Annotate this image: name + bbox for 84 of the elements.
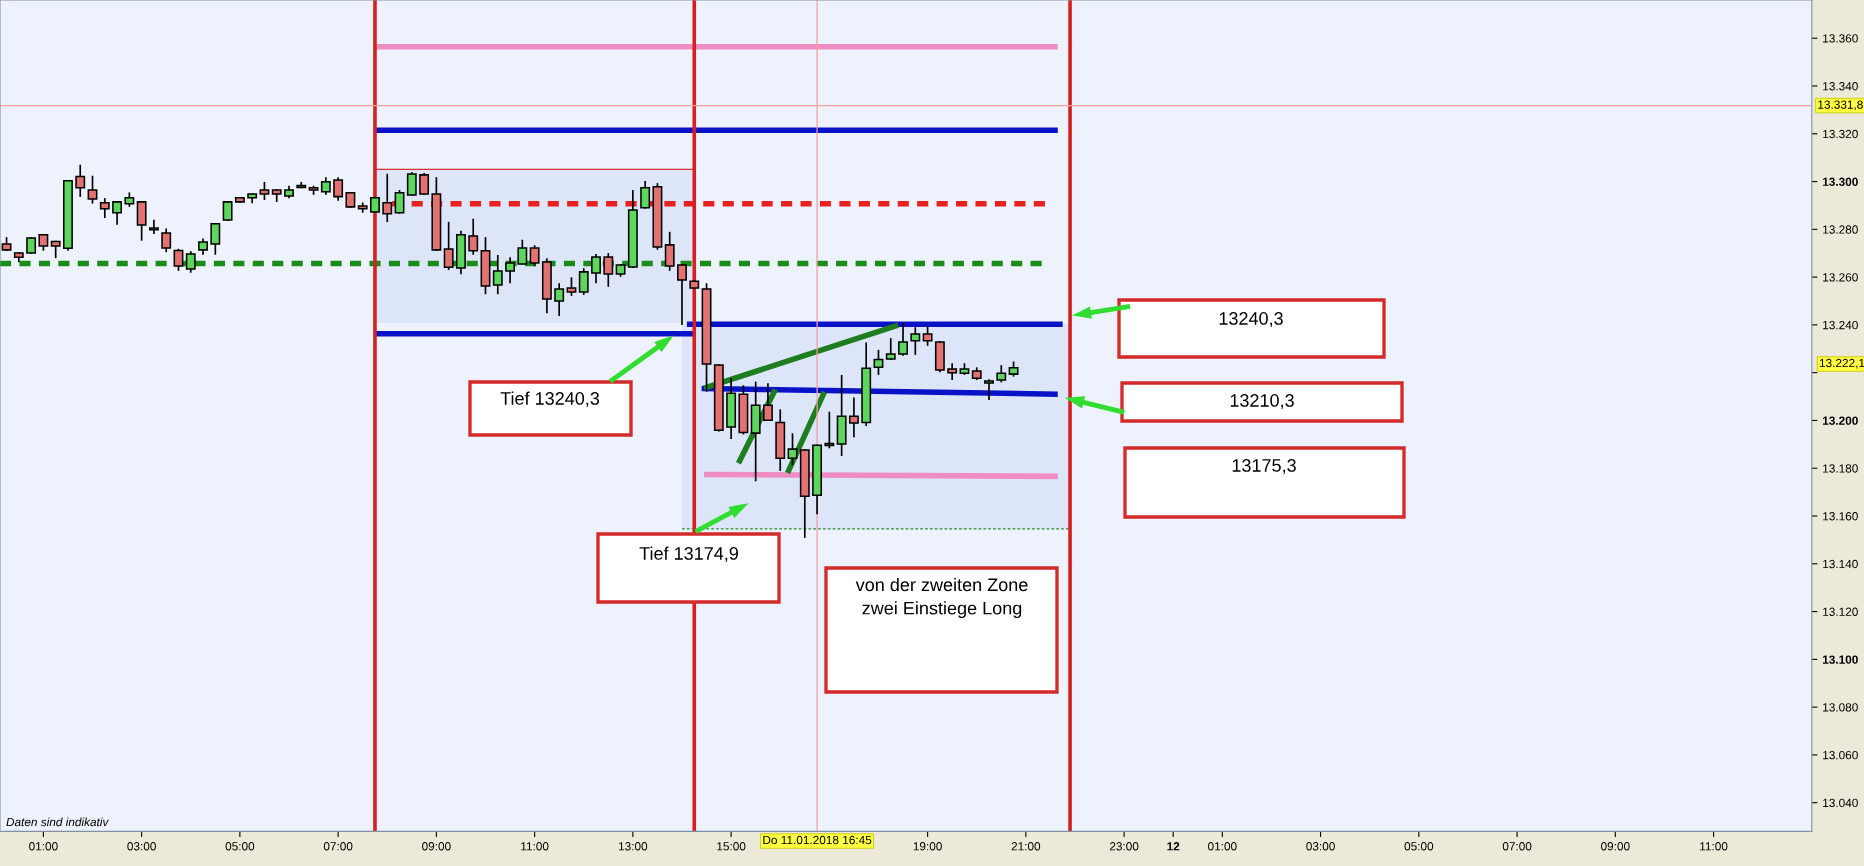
candlestick bbox=[885, 338, 896, 360]
candlestick bbox=[394, 190, 405, 214]
candlestick bbox=[492, 255, 503, 295]
x-tick-label: 13:00 bbox=[618, 842, 648, 851]
candlestick bbox=[443, 221, 454, 271]
annotation: Tief 13174,9 bbox=[639, 546, 738, 562]
candlestick bbox=[382, 173, 393, 223]
x-tick-label: 11:00 bbox=[521, 842, 549, 851]
y-tick-label: 13.100 bbox=[1822, 655, 1858, 664]
candlestick bbox=[848, 397, 859, 438]
y-tick-label: 13.040 bbox=[1823, 798, 1858, 808]
candlestick bbox=[984, 379, 994, 401]
annotation: von der zweiten Zone zwei Einstiege Long bbox=[855, 577, 1028, 619]
candlestick bbox=[664, 231, 675, 271]
annotation: 13240,3 bbox=[1219, 312, 1283, 327]
candlestick bbox=[99, 198, 110, 218]
candlestick bbox=[898, 323, 908, 356]
y-tick-label: 13.300 bbox=[1822, 177, 1858, 186]
y-tick-label: 13.320 bbox=[1823, 129, 1858, 139]
text: 13.222,1 bbox=[1819, 358, 1864, 369]
y-tick-label: 13.080 bbox=[1823, 703, 1858, 712]
candlestick bbox=[87, 175, 98, 204]
x-tick-label: 19:00 bbox=[913, 842, 942, 851]
y-tick-label: 13.120 bbox=[1823, 607, 1858, 616]
y-tick-label: 13.180 bbox=[1823, 464, 1858, 473]
x-tick-label: 03:00 bbox=[127, 842, 156, 851]
candlestick bbox=[148, 219, 159, 234]
x-tick-label: 21:00 bbox=[1011, 842, 1041, 851]
x-tick-label: 07:00 bbox=[323, 842, 353, 851]
annotation: 13175,3 bbox=[1232, 459, 1296, 474]
candlestick bbox=[333, 177, 344, 201]
candlestick bbox=[763, 383, 773, 422]
x-tick-label: 11:00 bbox=[1700, 842, 1728, 851]
y-tick-label: 13.160 bbox=[1823, 512, 1858, 521]
candlestick bbox=[910, 327, 921, 355]
annotation: Daten sind indikativ bbox=[6, 817, 109, 827]
annotation: Tief 13240,3 bbox=[500, 391, 600, 407]
candlestick bbox=[677, 264, 687, 326]
candlestick bbox=[603, 253, 614, 287]
x-tick-label: 05:00 bbox=[1404, 842, 1434, 851]
x-tick-label: 09:00 bbox=[422, 842, 451, 851]
x-tick-label: 12 bbox=[1167, 842, 1180, 851]
candlestick bbox=[222, 201, 233, 221]
candlestick bbox=[419, 173, 430, 195]
ref-line-label: 13.331,8 bbox=[1818, 100, 1863, 111]
y-tick-label: 13.140 bbox=[1823, 559, 1858, 569]
x-tick-label: 07:00 bbox=[1502, 842, 1532, 851]
y-tick-label: 13.240 bbox=[1823, 320, 1858, 330]
x-tick-label: 15:00 bbox=[717, 842, 746, 851]
candlestick bbox=[640, 180, 651, 209]
x-tick-label: 03:00 bbox=[1306, 842, 1335, 851]
annotation: 13210,3 bbox=[1230, 394, 1294, 409]
candlestick bbox=[922, 325, 933, 346]
candlestick bbox=[468, 218, 479, 255]
candlestick bbox=[406, 172, 417, 196]
candlestick bbox=[173, 248, 184, 271]
x-tick-label: 01:00 bbox=[1208, 842, 1237, 851]
x-tick-label: 05:00 bbox=[225, 842, 255, 851]
x-tick-label: 23:00 bbox=[1109, 842, 1139, 851]
y-tick-label: 13.260 bbox=[1823, 273, 1858, 282]
candlestick bbox=[136, 201, 147, 241]
candlestick bbox=[161, 228, 172, 253]
candlestick bbox=[824, 411, 835, 449]
x-tick-label: 01:00 bbox=[29, 842, 58, 851]
x-tick-label: 09:00 bbox=[1601, 842, 1630, 851]
candlestick bbox=[505, 257, 515, 284]
candlestick bbox=[75, 164, 86, 197]
candlestick bbox=[591, 254, 601, 284]
candlestick bbox=[873, 349, 884, 375]
y-tick-label: 13.060 bbox=[1823, 750, 1858, 760]
candlestick bbox=[185, 251, 196, 273]
candlestick bbox=[554, 283, 565, 316]
candlestick bbox=[210, 223, 221, 255]
ref-line-label: Do 11.01.2018 16:45 bbox=[763, 835, 872, 845]
y-tick-label: 13.340 bbox=[1823, 82, 1858, 91]
candlestick bbox=[947, 363, 958, 380]
candlestick bbox=[529, 245, 540, 267]
candlestick bbox=[112, 201, 123, 225]
candlestick bbox=[517, 239, 528, 265]
y-tick-label: 13.360 bbox=[1823, 34, 1858, 43]
y-tick-label: 13.280 bbox=[1823, 225, 1858, 234]
candlestick bbox=[787, 433, 798, 466]
y-tick-label: 13.200 bbox=[1822, 416, 1858, 425]
candlestick bbox=[578, 268, 589, 295]
